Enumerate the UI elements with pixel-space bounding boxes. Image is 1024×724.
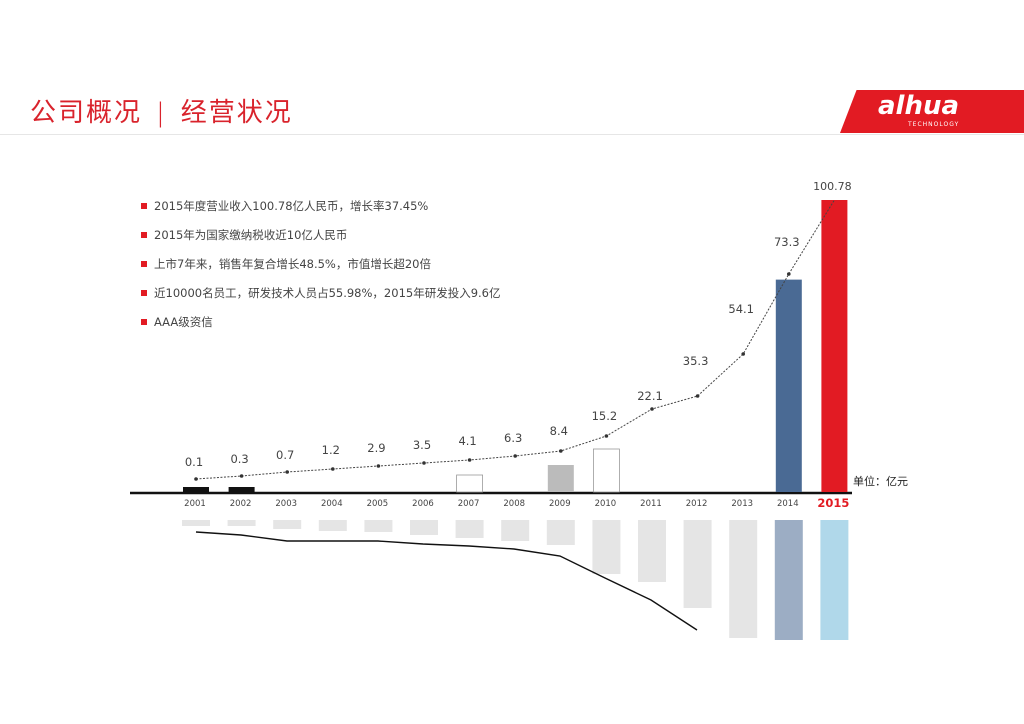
data-label-2009: 8.4 (550, 424, 568, 438)
trend-point-2006 (422, 461, 426, 465)
tick-label-2001: 2001 (184, 499, 206, 509)
tick-label-2004: 2004 (321, 499, 343, 509)
tick-label-2015: 2015 (817, 496, 849, 510)
data-label-2001: 0.1 (185, 455, 203, 469)
tick-label-2008: 2008 (503, 499, 525, 509)
bar-2001 (183, 487, 209, 492)
reflection-bar-2013 (729, 520, 758, 638)
data-label-2013: 54.1 (728, 302, 754, 316)
title-divider (0, 134, 1024, 135)
data-label-2003: 0.7 (276, 448, 294, 462)
trend-point-2014 (787, 272, 791, 276)
reflection-bar-2002 (227, 520, 256, 526)
data-label-2006: 3.5 (413, 438, 431, 452)
data-label-2010: 15.2 (592, 409, 618, 423)
data-label-2012: 35.3 (683, 354, 709, 368)
trend-point-2013 (741, 352, 745, 356)
trend-point-2004 (331, 467, 335, 471)
trend-point-2005 (376, 464, 381, 468)
bullet-square-icon (141, 232, 147, 238)
bar-2014 (775, 279, 802, 492)
reflection-bar-2011 (638, 520, 666, 582)
tick-label-2013: 2013 (731, 499, 753, 509)
bullet-square-icon (141, 203, 147, 209)
bullet-square-icon (141, 290, 147, 296)
reflection-bar-2004 (318, 520, 347, 531)
highlight-item: 近10000名员工，研发技术人员占55.98%，2015年研发投入9.6亿 (141, 285, 501, 314)
data-label-2015: 100.78 (813, 180, 852, 193)
reflection-bar-2001 (182, 520, 210, 526)
highlight-item: 上市7年来，销售年复合增长48.5%，市值增长超20倍 (141, 256, 501, 285)
reflection-bar-2008 (501, 520, 530, 541)
reflection-bar-2007 (455, 520, 484, 538)
data-label-2002: 0.3 (230, 452, 248, 466)
bar-2007 (456, 474, 484, 493)
logo-subtitle: TECHNOLOGY (908, 121, 960, 128)
data-label-2004: 1.2 (322, 443, 340, 457)
reflection-bar-2014 (774, 520, 803, 640)
tick-label-2006: 2006 (412, 499, 434, 509)
highlights-list: 2015年度营业收入100.78亿人民币，增长率37.45% 2015年为国家缴… (141, 198, 501, 343)
data-label-2007: 4.1 (458, 434, 476, 448)
tick-label-2002: 2002 (230, 499, 252, 509)
trend-point-2010 (604, 434, 609, 438)
data-label-2005: 2.9 (367, 441, 385, 455)
bar-2002 (228, 487, 255, 492)
bar-2015 (821, 200, 848, 492)
tick-label-2010: 2010 (595, 499, 617, 509)
data-label-2011: 22.1 (637, 389, 663, 403)
reflection-bar-2010 (592, 520, 621, 574)
bar-2009 (547, 465, 574, 492)
page-title: 公司概况 | 经营状况 (30, 92, 293, 129)
tick-label-2005: 2005 (367, 499, 389, 509)
trend-point-2009 (559, 449, 563, 453)
trend-point-2003 (285, 470, 290, 474)
bullet-square-icon (141, 261, 147, 267)
reflection-bar-2005 (364, 520, 393, 532)
tick-label-2009: 2009 (549, 499, 571, 509)
company-logo: alhua (878, 91, 960, 121)
unit-label: 单位：亿元 (853, 475, 908, 488)
tick-label-2014: 2014 (777, 499, 799, 509)
reflection-bar-2006 (410, 520, 438, 535)
reflection-bar-2012 (683, 520, 712, 608)
logo-banner (840, 90, 1024, 133)
title-left: 公司概况 (30, 98, 143, 128)
tick-label-2011: 2011 (640, 499, 662, 509)
trend-point-2012 (695, 394, 700, 398)
highlight-item: 2015年为国家缴纳税收近10亿人民币 (141, 227, 501, 256)
trend-point-2001 (194, 477, 198, 481)
tick-label-2007: 2007 (458, 499, 480, 509)
title-separator: | (156, 98, 167, 128)
data-label-2014: 73.3 (774, 235, 800, 249)
tick-label-2012: 2012 (686, 499, 708, 509)
tick-label-2003: 2003 (275, 499, 297, 509)
trend-point-2007 (467, 458, 472, 462)
highlight-item: AAA级资信 (141, 314, 501, 343)
trend-point-2011 (650, 407, 654, 411)
title-right: 经营状况 (180, 98, 293, 128)
reflection-trend-line (195, 531, 698, 631)
reflection-bar-2009 (546, 520, 575, 545)
bullet-square-icon (141, 319, 147, 325)
trend-point-2008 (513, 454, 517, 458)
highlight-item: 2015年度营业收入100.78亿人民币，增长率37.45% (141, 198, 501, 227)
data-label-2008: 6.3 (504, 431, 522, 445)
bar-2010 (593, 448, 620, 493)
reflection-bar-2003 (273, 520, 302, 529)
trend-point-2002 (239, 474, 244, 478)
reflection-bar-2015 (820, 520, 849, 640)
